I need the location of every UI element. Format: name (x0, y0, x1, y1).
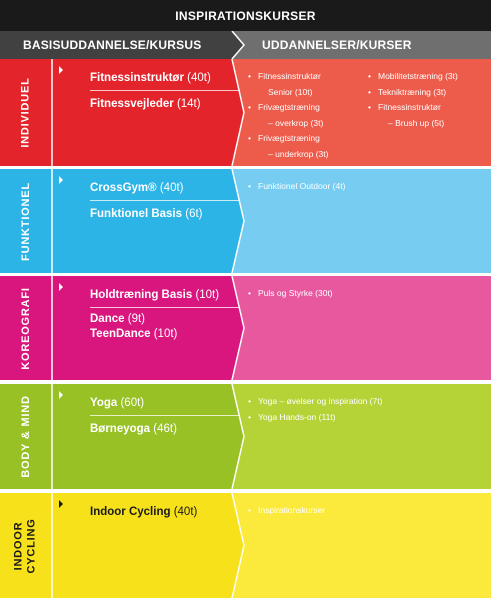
course-item: Yoga (60t) (90, 394, 240, 416)
header-basic-courses: BASISUDDANNELSE/KURSUS (23, 38, 202, 52)
list-item: Yoga Hands-on (11t) (248, 410, 382, 426)
header-further-courses: UDDANNELSER/KURSER (262, 38, 412, 52)
category-label-individuel: INDIVIDUEL (19, 77, 32, 148)
header-arrow-shape (0, 31, 491, 59)
course-item: Holdtræning Basis (10t) (90, 286, 240, 308)
row-individuel: INDIVIDUEL Fitnessinstruktør (40t) Fitne… (0, 59, 491, 166)
course-item: Indoor Cycling (40t) (90, 506, 198, 518)
course-item: TeenDance (10t) (90, 328, 178, 340)
course-item: CrossGym® (40t) (90, 179, 240, 201)
row-funktionel-background (0, 169, 491, 273)
list-item: Frivægtstræning (248, 131, 328, 147)
category-label-body-mind: BODY & MIND (19, 395, 32, 478)
further-courses-individuel-col2: Mobilitetstræning (3t) Tekniktræning (3t… (368, 69, 458, 131)
list-item: Fitnessinstruktør (368, 100, 458, 116)
list-item: Frivægtstræning (248, 100, 328, 116)
page-title: INSPIRATIONSKURSER (0, 0, 491, 31)
category-label-indoor-cycling: INDOOR CYCLING (13, 517, 39, 574)
further-courses-body-mind: Yoga – øvelser og inspiration (7t) Yoga … (248, 394, 382, 425)
basic-courses-koreografi: Holdtræning Basis (10t) Dance (9t) TeenD… (90, 286, 240, 342)
list-item-continued: Senior (10t) (268, 86, 313, 97)
list-item-continued: – Brush up (5t) (388, 117, 445, 128)
list-item: Yoga – øvelser og inspiration (7t) (248, 394, 382, 410)
further-courses-individuel-col1: Fitnessinstruktør Senior (10t) Frivægtst… (248, 69, 328, 162)
category-label-funktionel: FUNKTIONEL (19, 181, 32, 261)
further-courses-koreografi: Puls og Styrke (30t) (248, 286, 333, 302)
course-item: Fitnessinstruktør (40t) (90, 69, 240, 91)
row-koreografi-background (0, 276, 491, 380)
row-funktionel: FUNKTIONEL CrossGym® (40t) Funktionel Ba… (0, 169, 491, 273)
course-item: Fitnessvejleder (14t) (90, 98, 201, 110)
list-item: Mobilitetstræning (3t) (368, 69, 458, 85)
list-item: Inspirationskurser (248, 503, 325, 519)
further-courses-indoor-cycling: Inspirationskurser (248, 503, 325, 519)
course-item: Funktionel Basis (6t) (90, 208, 203, 220)
basic-courses-individuel: Fitnessinstruktør (40t) Fitnessvejleder … (90, 69, 240, 114)
list-item-continued: – underkrop (3t) (268, 148, 329, 159)
course-item: Dance (9t) (90, 313, 145, 325)
row-body-mind: BODY & MIND Yoga (60t) Børneyoga (46t) Y… (0, 384, 491, 489)
course-item: Børneyoga (46t) (90, 423, 177, 435)
column-header-row: BASISUDDANNELSE/KURSUS UDDANNELSER/KURSE… (0, 31, 491, 59)
list-item: Funktionel Outdoor (4t) (248, 179, 345, 195)
further-courses-funktionel: Funktionel Outdoor (4t) (248, 179, 345, 195)
row-indoor-cycling: INDOOR CYCLING Indoor Cycling (40t) Insp… (0, 493, 491, 598)
list-item-continued: – overkrop (3t) (268, 117, 324, 128)
list-item: Puls og Styrke (30t) (248, 286, 333, 302)
row-koreografi: KOREOGRAFI Holdtræning Basis (10t) Dance… (0, 276, 491, 380)
basic-courses-funktionel: CrossGym® (40t) Funktionel Basis (6t) (90, 179, 240, 224)
row-indoor-cycling-background (0, 493, 491, 598)
list-item: Fitnessinstruktør (248, 69, 328, 85)
row-body-mind-background (0, 384, 491, 489)
category-label-koreografi: KOREOGRAFI (19, 286, 32, 370)
list-item: Tekniktræning (3t) (368, 85, 458, 101)
basic-courses-indoor-cycling: Indoor Cycling (40t) (90, 503, 240, 522)
basic-courses-body-mind: Yoga (60t) Børneyoga (46t) (90, 394, 240, 439)
